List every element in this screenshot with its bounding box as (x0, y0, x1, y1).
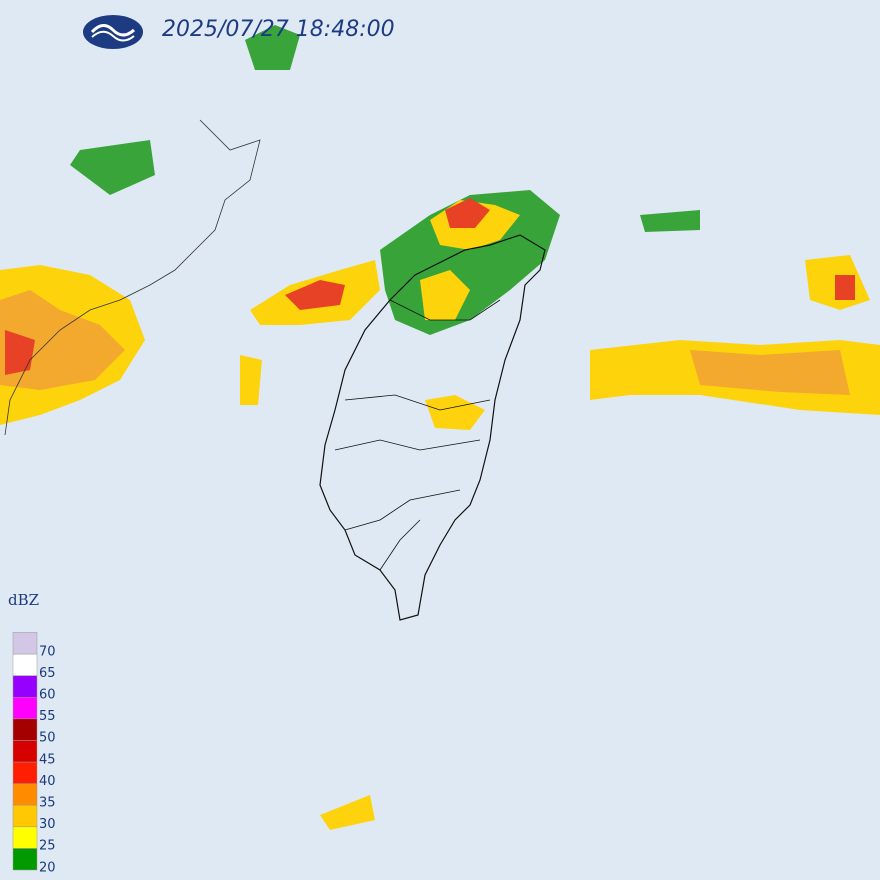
legend-label: 35 (39, 796, 56, 811)
legend-swatch (12, 675, 38, 698)
legend-swatch (12, 826, 38, 849)
legend-label: 45 (39, 752, 56, 767)
legend-label: 20 (39, 860, 56, 875)
legend-label: 70 (39, 644, 56, 659)
legend-label: 60 (39, 688, 56, 703)
legend-swatch (12, 740, 38, 763)
taiwan-outline (319, 234, 546, 621)
legend-swatch (12, 761, 38, 784)
china-coast (4, 119, 261, 436)
legend: 20 25 30 35 40 45 50 55 60 65 70 (12, 632, 56, 875)
legend-label: 25 (39, 839, 56, 854)
legend-swatch (12, 653, 38, 676)
legend-unit: dBZ (8, 591, 39, 609)
legend-swatch (12, 696, 38, 720)
legend-swatch (12, 718, 38, 741)
legend-label: 30 (39, 817, 56, 832)
legend-label: 50 (39, 731, 56, 746)
legend-swatch (12, 848, 38, 871)
legend-swatch (12, 632, 38, 655)
county-borders (334, 299, 501, 571)
radar-echoes (0, 25, 880, 830)
cwa-logo (83, 15, 143, 49)
legend-label: 40 (39, 774, 56, 789)
legend-swatch (12, 783, 38, 806)
legend-label: 55 (39, 709, 56, 724)
legend-label: 65 (39, 666, 56, 681)
legend-swatch (12, 804, 38, 828)
timestamp: 2025/07/27 18:48:00 (162, 17, 395, 42)
